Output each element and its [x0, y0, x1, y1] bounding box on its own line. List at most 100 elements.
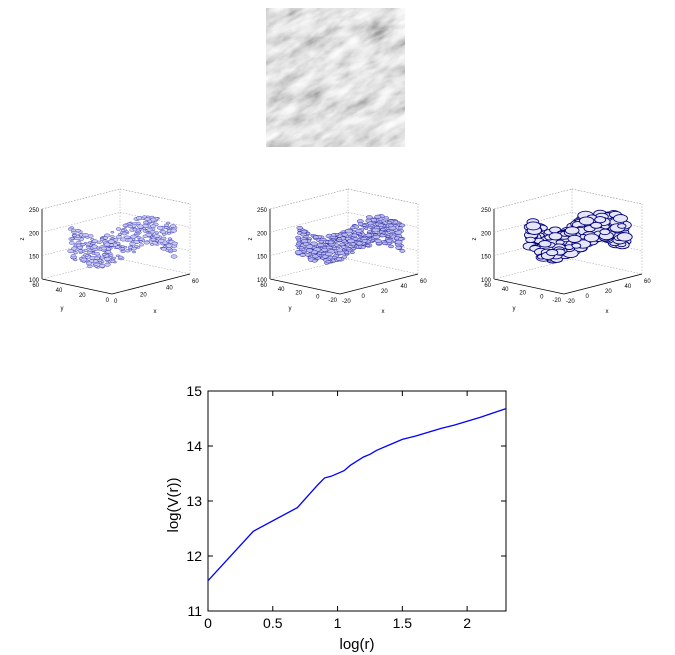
ellipsoid — [306, 231, 311, 235]
ellipsoid — [166, 247, 172, 251]
ellipsoid — [325, 260, 331, 264]
ellipsoid — [144, 217, 151, 221]
ellipsoid — [75, 228, 81, 233]
y-axis-label: log(V(r)) — [165, 477, 182, 532]
z-tick-label: 250 — [29, 208, 40, 214]
x-tick-label: 20 — [381, 289, 388, 295]
ellipsoid — [398, 237, 404, 241]
ellipsoid — [104, 262, 111, 267]
ellipsoid — [135, 221, 141, 225]
ellipsoid — [361, 239, 368, 243]
line-chart: 0 0.5 1 1.5 2 11 12 13 14 15 log(r) log(V(r)) — [165, 383, 507, 653]
ellipsoid — [110, 230, 115, 234]
z-tick-label: 250 — [481, 208, 492, 214]
ellipsoid — [599, 228, 611, 236]
grid-line — [269, 188, 349, 210]
series-line — [207, 407, 507, 582]
ellipsoid — [331, 255, 338, 259]
x-tick-label: 2 — [463, 615, 471, 631]
ellipsoid-cloud — [294, 214, 406, 265]
ellipsoid — [134, 245, 139, 248]
ellipsoid — [70, 254, 76, 258]
grid-line — [41, 212, 121, 233]
y-tick-label: 0 — [316, 294, 320, 300]
ellipsoid — [617, 223, 627, 229]
ellipsoid — [374, 238, 382, 243]
ellipsoid — [303, 235, 309, 239]
ellipsoid — [86, 261, 93, 266]
floor-edge — [347, 258, 419, 275]
ellipsoid — [371, 227, 380, 233]
y-tick-label: 40 — [278, 287, 285, 293]
ellipsoid — [364, 227, 369, 230]
ellipsoid — [546, 249, 559, 257]
ellipsoid — [389, 230, 395, 234]
ellipsoid — [374, 214, 382, 219]
ellipsoid — [104, 242, 111, 247]
ellipsoid — [344, 250, 350, 254]
ellipsoid — [94, 252, 101, 256]
ellipsoid — [73, 251, 78, 255]
ellipsoid — [120, 237, 127, 242]
ellipsoid — [99, 256, 105, 260]
ellipsoid — [166, 221, 171, 225]
ellipsoid — [120, 247, 125, 251]
ellipsoid — [128, 248, 133, 252]
x-tick-label: 0.5 — [263, 615, 283, 631]
ellipsoid — [548, 232, 563, 241]
ellipsoid — [142, 234, 148, 238]
ellipsoid — [75, 243, 82, 248]
x-tick-label: 0 — [204, 615, 212, 631]
x-axis-label: x — [606, 309, 609, 315]
ellipsoid — [294, 250, 303, 255]
ellipsoid-cloud — [67, 215, 178, 269]
z-tick-label: 150 — [257, 255, 268, 261]
ellipsoid — [312, 254, 319, 259]
ellipsoid — [295, 235, 302, 240]
ellipsoid — [594, 216, 607, 224]
ellipsoid — [91, 239, 98, 244]
ellipsoid — [161, 247, 167, 251]
ellipsoid — [395, 245, 402, 250]
ellipsoid — [325, 251, 333, 257]
ellipsoid — [158, 238, 165, 243]
z-axis-label: z — [20, 238, 26, 241]
ellipsoid — [131, 246, 137, 251]
ellipsoid — [337, 237, 343, 241]
ellipsoid — [131, 250, 137, 254]
floor-edge — [493, 278, 565, 295]
ellipsoid — [365, 233, 373, 238]
ellipsoid — [310, 233, 315, 237]
ellipsoid — [296, 225, 303, 230]
ellipsoid — [111, 256, 117, 260]
floor-edge — [269, 258, 349, 280]
x-tick-label: 60 — [644, 279, 651, 285]
ellipsoid — [382, 241, 388, 246]
ellipsoid — [350, 242, 356, 246]
x-tick-label: -20 — [566, 299, 575, 305]
ellipsoid — [336, 248, 343, 253]
grid-line — [119, 188, 191, 205]
ellipsoid — [367, 230, 372, 234]
ellipsoid — [81, 260, 86, 263]
ellipsoid — [99, 264, 106, 268]
ellipsoid — [85, 254, 89, 257]
ellipsoid — [321, 247, 328, 252]
x-tick-label: 60 — [192, 279, 199, 285]
ellipsoid — [135, 228, 141, 232]
z-axis-label: z — [248, 238, 254, 241]
y-axis-label: y — [289, 306, 292, 312]
ellipsoid — [356, 241, 363, 246]
ellipsoid — [108, 239, 115, 244]
ellipsoid — [362, 223, 367, 227]
ellipsoid — [346, 247, 352, 251]
ellipsoid — [100, 238, 105, 241]
ellipsoid — [397, 226, 403, 230]
ellipsoid — [311, 259, 318, 263]
ellipsoid — [110, 235, 115, 238]
ellipsoid — [525, 221, 541, 231]
ellipsoid — [616, 232, 633, 242]
ellipsoid — [387, 223, 394, 228]
ellipsoid — [161, 232, 167, 236]
